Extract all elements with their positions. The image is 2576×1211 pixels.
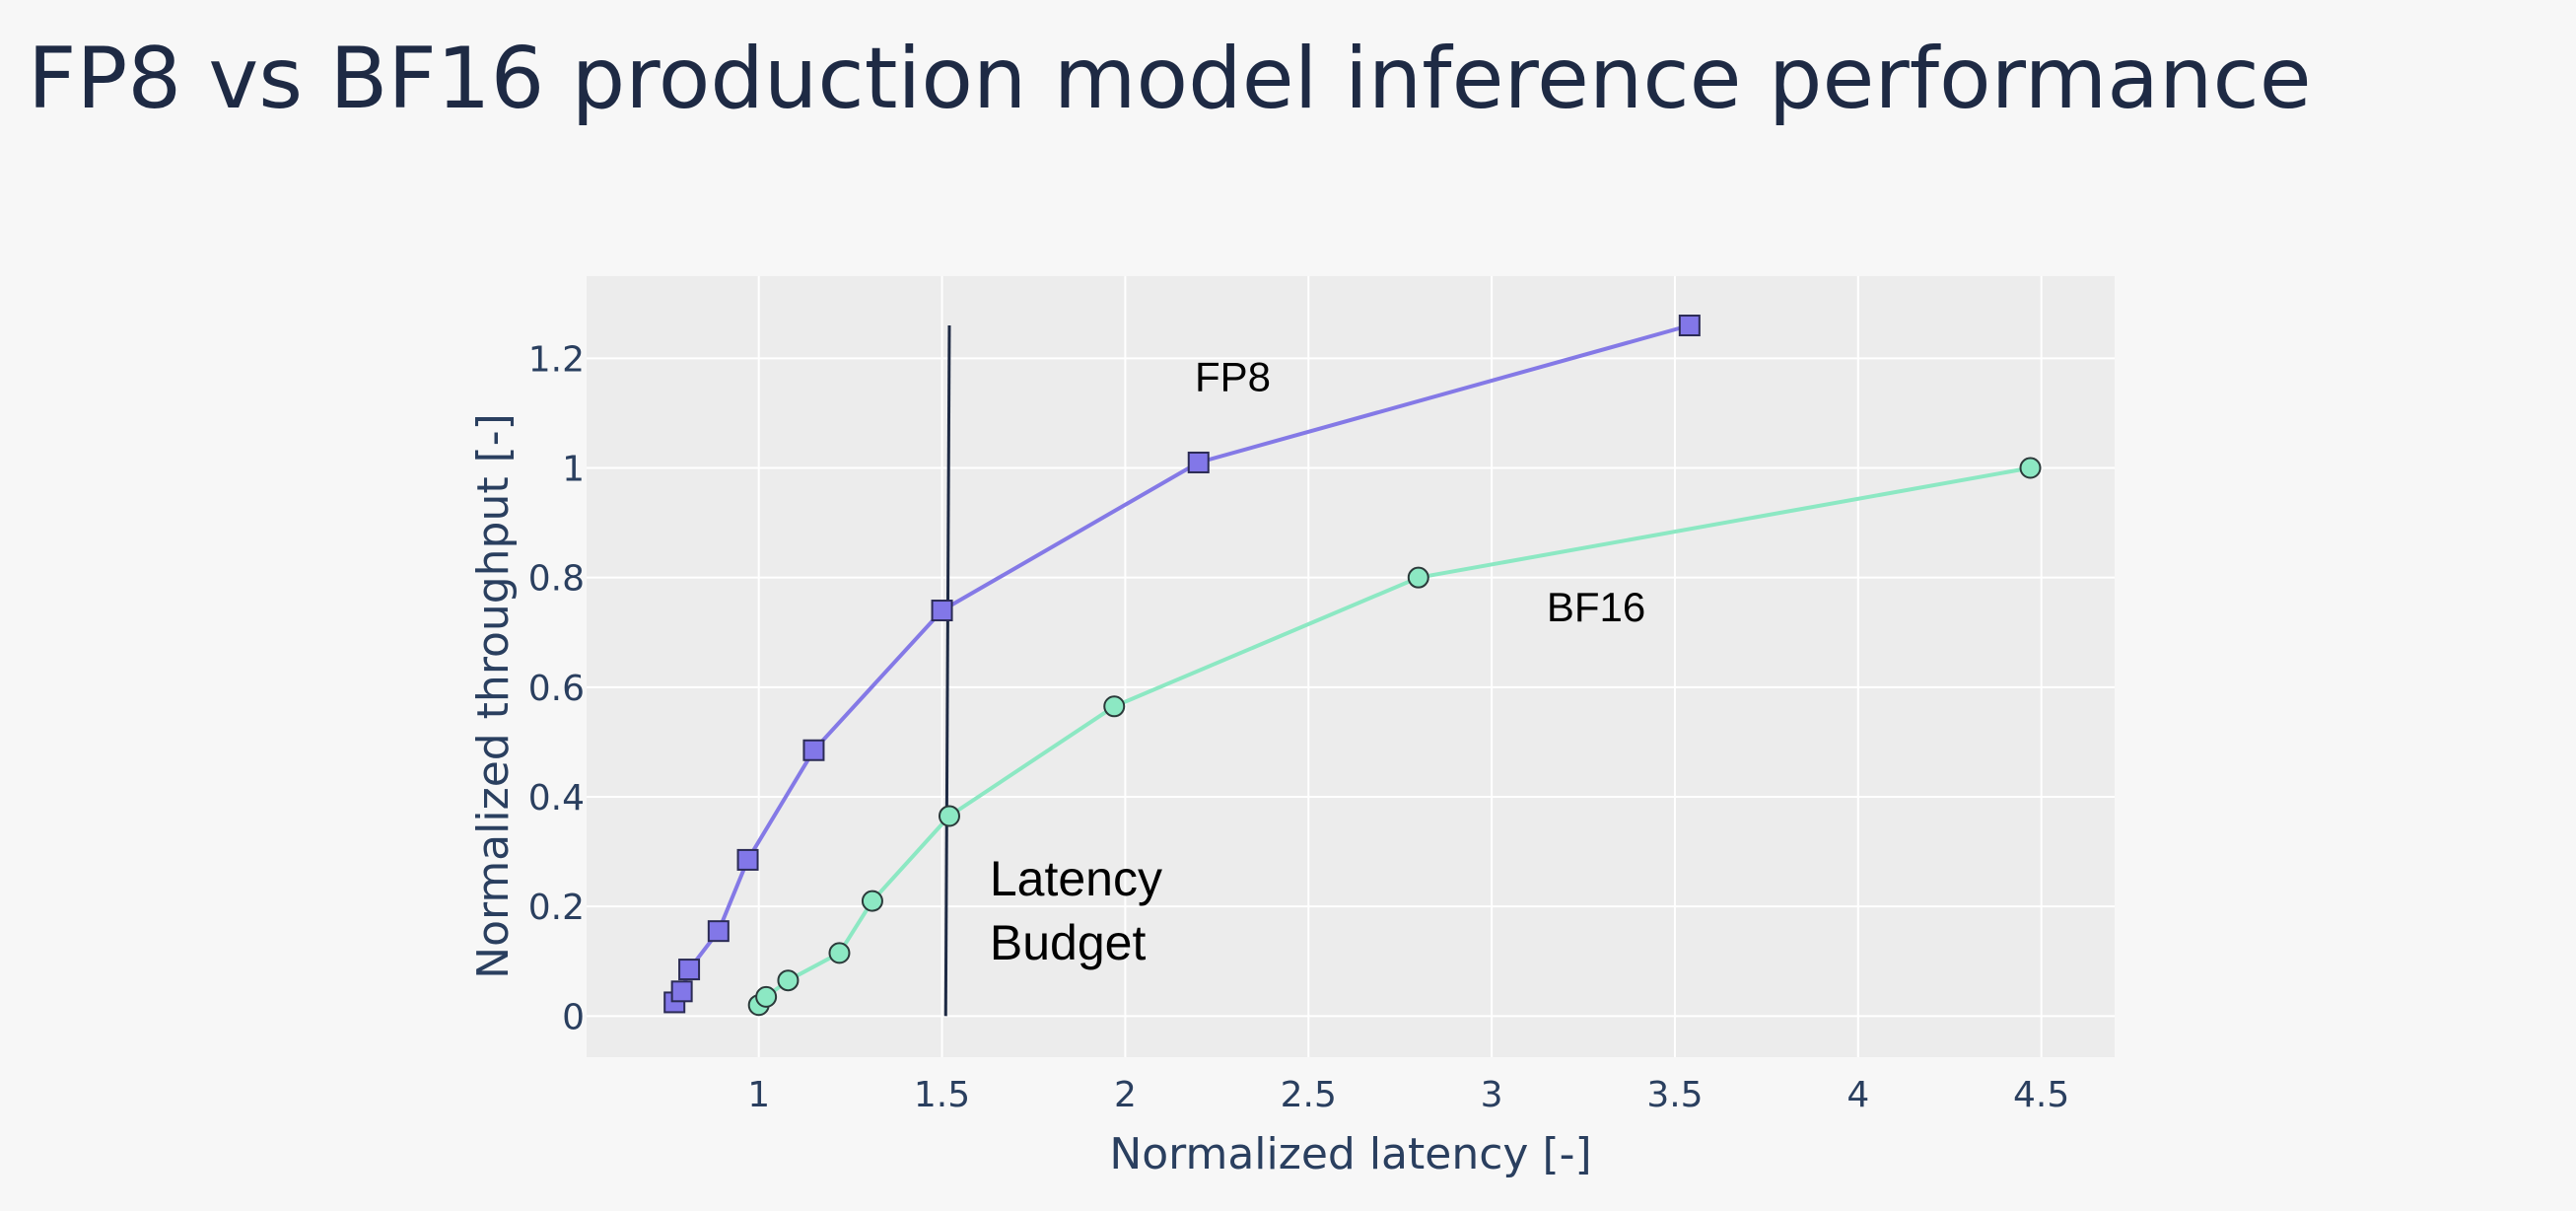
- page-title: FP8 vs BF16 production model inference p…: [28, 30, 2312, 128]
- x-tick-label: 3: [1481, 1075, 1503, 1115]
- bf16-point: [2019, 457, 2042, 479]
- y-tick-label: 0.8: [528, 559, 585, 600]
- x-tick-label: 2.5: [1281, 1075, 1337, 1115]
- y-tick-label: 1.2: [528, 339, 585, 380]
- x-tick-label: 2: [1114, 1075, 1137, 1115]
- fp8-point: [1187, 451, 1210, 473]
- bf16-point: [777, 969, 800, 992]
- bf16-point: [1103, 695, 1126, 718]
- latency-budget-label: Latency: [990, 851, 1162, 906]
- series-label-bf16: BF16: [1547, 584, 1645, 630]
- fp8-point: [931, 600, 953, 622]
- y-tick-label: 0.6: [528, 669, 585, 709]
- fp8-point: [802, 739, 825, 761]
- x-tick-label: 1.5: [914, 1075, 970, 1115]
- series-label-fp8: FP8: [1195, 354, 1271, 400]
- bf16-point: [861, 890, 883, 912]
- fp8-point: [678, 959, 701, 981]
- fp8-point: [1678, 315, 1701, 337]
- x-tick-label: 1: [747, 1075, 770, 1115]
- y-tick-label: 0: [562, 997, 585, 1037]
- bf16-point: [938, 805, 960, 827]
- latency-budget-line: [943, 325, 951, 1017]
- fp8-point: [670, 980, 693, 1003]
- plot-area: [587, 276, 2115, 1057]
- fp8-point: [707, 920, 730, 943]
- fp8-point: [736, 848, 759, 871]
- y-tick-label: 0.2: [528, 888, 585, 928]
- y-tick-label: 1: [562, 450, 585, 490]
- bf16-point: [828, 942, 851, 964]
- x-tick-label: 4: [1846, 1075, 1869, 1115]
- y-tick-label: 0.4: [528, 778, 585, 819]
- latency-budget-label: Budget: [990, 915, 1147, 970]
- x-tick-label: 3.5: [1646, 1075, 1703, 1115]
- x-axis-title: Normalized latency [-]: [1109, 1129, 1591, 1179]
- bf16-point: [1407, 566, 1429, 589]
- y-axis-title: Normalized throughput [-]: [468, 413, 519, 979]
- x-tick-label: 4.5: [2013, 1075, 2069, 1115]
- bf16-point: [755, 985, 778, 1008]
